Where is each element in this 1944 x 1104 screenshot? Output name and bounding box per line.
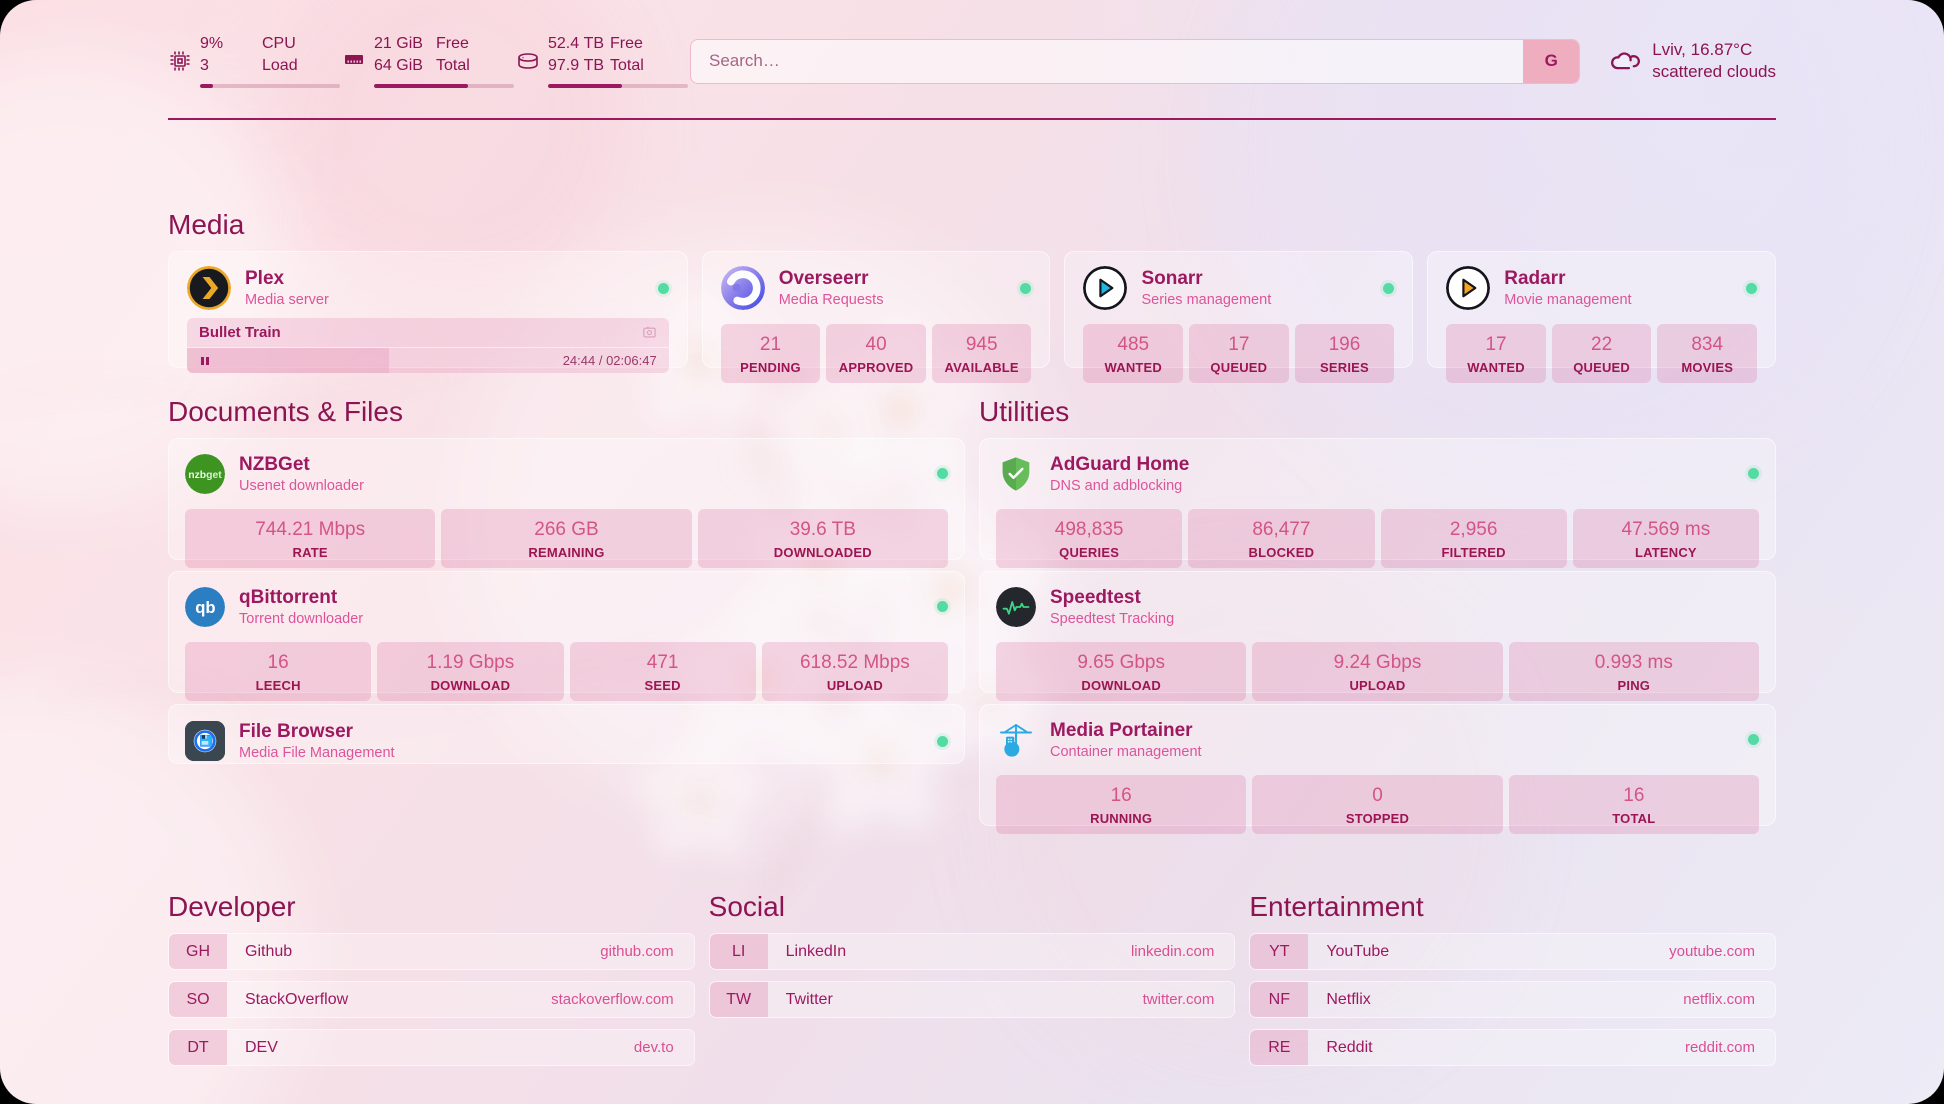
svg-text:qb: qb (195, 598, 215, 617)
svg-text:nzbget: nzbget (188, 470, 222, 481)
